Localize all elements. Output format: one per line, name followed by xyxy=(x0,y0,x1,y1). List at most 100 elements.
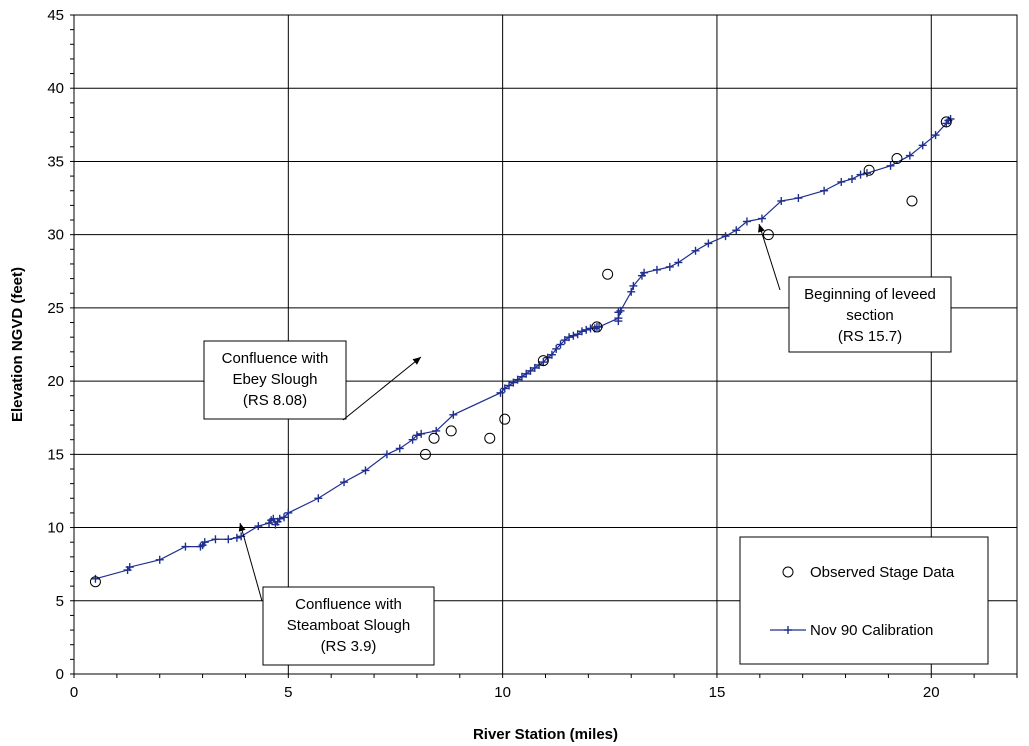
annotation-text: Steamboat Slough xyxy=(287,617,410,634)
calibration-point xyxy=(560,336,569,345)
calibration-point xyxy=(517,372,526,381)
annotation-1: Confluence with Ebey Slough (RS 8.08) xyxy=(203,340,422,421)
calibration-point xyxy=(500,384,509,393)
annotation-3: Beginning of leveed section (RS 15.7) xyxy=(758,223,952,353)
calibration-point xyxy=(652,265,661,274)
annotation-arrowhead xyxy=(758,224,765,233)
observed-point xyxy=(602,268,614,280)
calibration-point xyxy=(573,330,582,339)
observed-point xyxy=(863,164,875,176)
calibration-point xyxy=(918,141,927,150)
calibration-point xyxy=(837,177,846,186)
annotation-text: section xyxy=(846,307,894,324)
annotation-text: Beginning of leveed xyxy=(804,286,936,303)
x-tick-label: 15 xyxy=(709,684,726,701)
legend-box xyxy=(739,536,989,665)
calibration-point xyxy=(704,239,713,248)
annotation-text: (RS 3.9) xyxy=(321,638,377,655)
legend-calibration-marker xyxy=(784,626,792,634)
calibration-point xyxy=(496,388,505,397)
calibration-point xyxy=(931,131,940,140)
calibration-point xyxy=(449,410,458,419)
calibration-point xyxy=(742,217,751,226)
calibration-point xyxy=(547,350,556,359)
x-tick-label: 5 xyxy=(284,684,292,701)
x-tick-label: 0 xyxy=(70,684,78,701)
calibration-point xyxy=(280,513,289,522)
observed-point xyxy=(89,576,101,588)
calibration-point xyxy=(820,186,829,195)
calibration-point xyxy=(732,226,741,235)
legend-label-observed: Observed Stage Data xyxy=(810,564,955,581)
calibration-point xyxy=(539,358,548,367)
calibration-point xyxy=(412,431,421,440)
y-tick-label: 20 xyxy=(47,373,64,390)
y-axis-title: Elevation NGVD (feet) xyxy=(9,267,26,422)
annotation-text: Confluence with xyxy=(222,350,329,367)
calibration-point xyxy=(757,214,766,223)
annotation-arrowhead xyxy=(238,523,246,532)
y-axis: 0 5 10 15 20 25 30 35 40 45 xyxy=(47,7,74,683)
calibration-point xyxy=(674,258,683,267)
annotation-box xyxy=(262,586,435,666)
calibration-point xyxy=(513,375,522,384)
calibration-point xyxy=(232,533,241,542)
calibration-point xyxy=(905,151,914,160)
calibration-point xyxy=(155,555,164,564)
calibration-point xyxy=(505,381,514,390)
calibration-point xyxy=(284,508,293,517)
observed-point xyxy=(445,425,457,437)
y-tick-label: 45 xyxy=(47,7,64,24)
calibration-point xyxy=(254,522,263,531)
calibration-point xyxy=(629,281,638,290)
annotation-arrowhead xyxy=(412,357,421,365)
observed-point xyxy=(591,321,603,333)
annotation-text: (RS 15.7) xyxy=(838,328,902,345)
x-tick-label: 20 xyxy=(923,684,940,701)
calibration-point xyxy=(777,196,786,205)
annotation-leader xyxy=(239,522,263,602)
calibration-point xyxy=(181,542,190,551)
x-axis: 0 5 10 15 20 xyxy=(70,674,1018,701)
calibration-point xyxy=(509,378,518,387)
calibration-point xyxy=(614,317,623,326)
calibration-point xyxy=(211,535,220,544)
calibration-point xyxy=(856,170,865,179)
calibration-point xyxy=(614,308,623,317)
calibration-point xyxy=(522,369,531,378)
y-tick-label: 25 xyxy=(47,300,64,317)
observed-point xyxy=(428,432,440,444)
calibration-point xyxy=(569,331,578,340)
calibration-point xyxy=(361,466,370,475)
y-tick-label: 40 xyxy=(47,80,64,97)
calibration-point xyxy=(552,344,561,353)
observed-point xyxy=(891,153,903,165)
calibration-point xyxy=(314,494,323,503)
calibration-point xyxy=(224,535,233,544)
y-tick-label: 15 xyxy=(47,446,64,463)
calibration-point xyxy=(526,366,535,375)
y-tick-label: 35 xyxy=(47,153,64,170)
y-tick-label: 30 xyxy=(47,227,64,244)
calibration-point xyxy=(530,363,539,372)
calibration-point xyxy=(125,563,134,572)
calibration-point xyxy=(408,435,417,444)
calibration-point xyxy=(91,574,100,583)
annotation-text: (RS 8.08) xyxy=(243,392,307,409)
annotation-text: Ebey Slough xyxy=(232,371,317,388)
annotation-text: Confluence with xyxy=(295,596,402,613)
annotation-box xyxy=(203,340,347,420)
calibration-point xyxy=(721,232,730,241)
calibration-point xyxy=(577,327,586,336)
y-tick-label: 10 xyxy=(47,520,64,537)
y-tick-label: 0 xyxy=(56,666,64,683)
calibration-point xyxy=(691,246,700,255)
legend-observed-marker xyxy=(782,566,794,578)
calibration-point xyxy=(556,340,565,349)
calibration-point xyxy=(382,450,391,459)
calibration-point xyxy=(395,444,404,453)
annotation-leader xyxy=(758,223,781,291)
annotation-box xyxy=(788,276,952,353)
observed-point xyxy=(762,229,774,241)
calibration-point xyxy=(582,325,591,334)
